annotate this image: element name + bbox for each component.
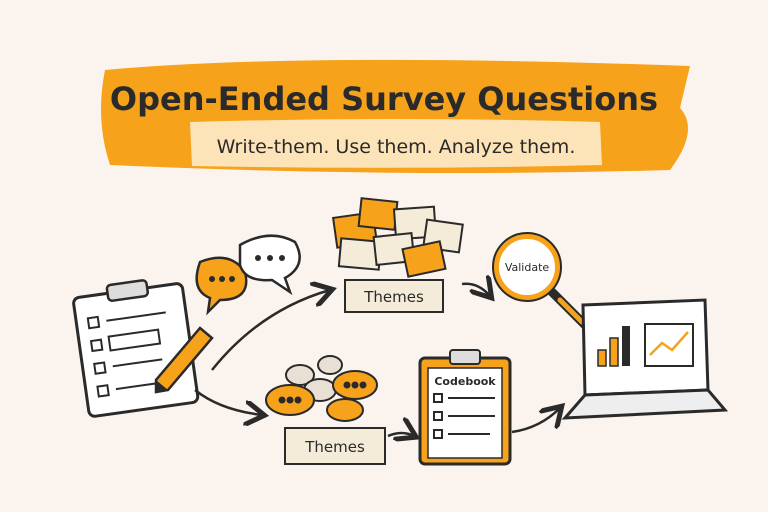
magnifier-icon [492,232,590,330]
arrow-to-laptop [511,408,560,434]
page-subtitle: Write-them. Use them. Analyze them. [217,136,576,158]
arrow-to-themes-bottom [194,389,262,415]
speech-bubbles-icon [195,234,301,316]
themes-top-label: Themes [363,288,424,306]
arrow-to-codebook [387,433,414,436]
codebook-label: Codebook [434,375,496,388]
arrow-to-themes-top [211,290,330,371]
pencil-icon [154,326,214,394]
response-bubbles-icon [265,355,386,465]
themes-bottom-label: Themes [304,438,365,456]
codebook-clipboard-icon [418,349,512,466]
survey-clipboard-icon [72,279,200,418]
sticky-notes-icon [331,197,464,313]
laptop-chart-icon [561,298,729,420]
flow-arrows [194,284,560,436]
arrow-to-validate [461,284,490,296]
page-title: Open-Ended Survey Questions [110,80,658,118]
validate-label: Validate [505,261,550,274]
title-banner: Open-Ended Survey Questions Write-them. … [101,59,690,174]
